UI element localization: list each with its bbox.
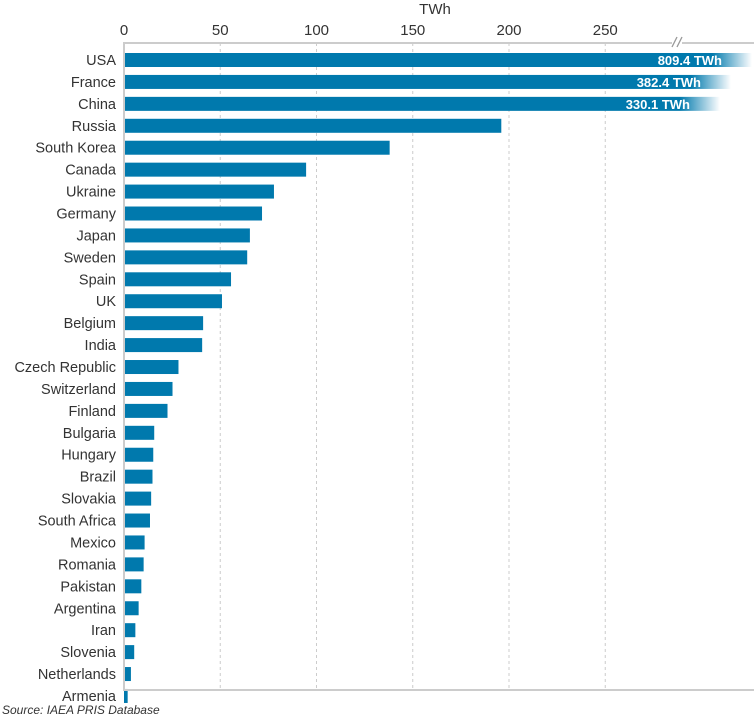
category-label: Finland	[68, 404, 116, 420]
category-label: Mexico	[70, 535, 116, 551]
category-label: USA	[86, 53, 116, 69]
bar	[124, 118, 502, 133]
data-label: 809.4 TWh	[658, 53, 722, 68]
bar	[124, 184, 274, 199]
category-label: Netherlands	[38, 667, 116, 683]
bar	[124, 557, 144, 572]
bar	[124, 447, 154, 462]
bar	[124, 294, 222, 309]
bar-fade	[680, 96, 720, 111]
category-label: Switzerland	[41, 382, 116, 398]
bar	[124, 228, 250, 243]
bar	[124, 316, 204, 331]
x-tick-label: 50	[212, 22, 229, 39]
data-label: 330.1 TWh	[626, 97, 690, 112]
category-label: Canada	[65, 163, 117, 179]
x-tick-label: 250	[593, 22, 618, 39]
data-label: 382.4 TWh	[637, 75, 701, 90]
bar-fade	[691, 74, 731, 89]
bar	[124, 623, 136, 638]
bar	[124, 272, 232, 287]
x-tick-label: 100	[304, 22, 329, 39]
category-label: Czech Republic	[14, 360, 116, 376]
category-label: Romania	[58, 557, 117, 573]
bar	[124, 579, 142, 594]
bar	[124, 535, 145, 550]
category-label: China	[78, 97, 117, 113]
source-note: Source: IAEA PRIS Database	[2, 703, 160, 717]
category-label: Pakistan	[60, 579, 116, 595]
category-label: Belgium	[64, 316, 116, 332]
bar	[124, 425, 155, 440]
bar-fade	[712, 53, 752, 67]
category-label: UK	[96, 294, 116, 310]
bar	[124, 688, 128, 703]
category-label: South Africa	[38, 514, 117, 530]
x-tick-label: 150	[400, 22, 425, 39]
category-label: India	[85, 338, 117, 354]
category-label: Russia	[72, 119, 117, 135]
bar	[124, 338, 203, 353]
category-label: France	[71, 75, 116, 91]
bar	[124, 96, 680, 111]
x-tick-label: 0	[120, 22, 128, 39]
category-label: Spain	[79, 272, 116, 288]
category-label: Slovakia	[61, 492, 117, 508]
category-label: Brazil	[80, 470, 116, 486]
bar	[124, 53, 712, 67]
bar	[124, 206, 263, 221]
bar	[124, 513, 150, 528]
bar	[124, 469, 153, 484]
x-tick-label: 200	[496, 22, 521, 39]
category-label: Slovenia	[60, 645, 117, 661]
category-label: Japan	[76, 228, 116, 244]
bar	[124, 601, 139, 616]
category-label: Ukraine	[66, 185, 116, 201]
bar	[124, 74, 691, 89]
bar	[124, 360, 179, 375]
axis-break-icon	[671, 36, 683, 48]
category-label: Germany	[56, 207, 116, 223]
category-label: Bulgaria	[63, 426, 117, 442]
category-label: Sweden	[64, 250, 116, 266]
bar	[124, 645, 135, 660]
category-label: Iran	[91, 623, 116, 639]
bar	[124, 250, 248, 265]
bar	[124, 162, 307, 177]
category-label: Argentina	[54, 601, 117, 617]
category-label: Hungary	[61, 448, 117, 464]
x-axis-title: TWh	[419, 1, 451, 18]
bar	[124, 491, 152, 506]
category-label: Armenia	[62, 689, 117, 705]
bar	[124, 140, 390, 155]
bar	[124, 381, 173, 396]
bar	[124, 403, 168, 418]
bar	[124, 667, 131, 682]
category-label: South Korea	[35, 141, 117, 157]
